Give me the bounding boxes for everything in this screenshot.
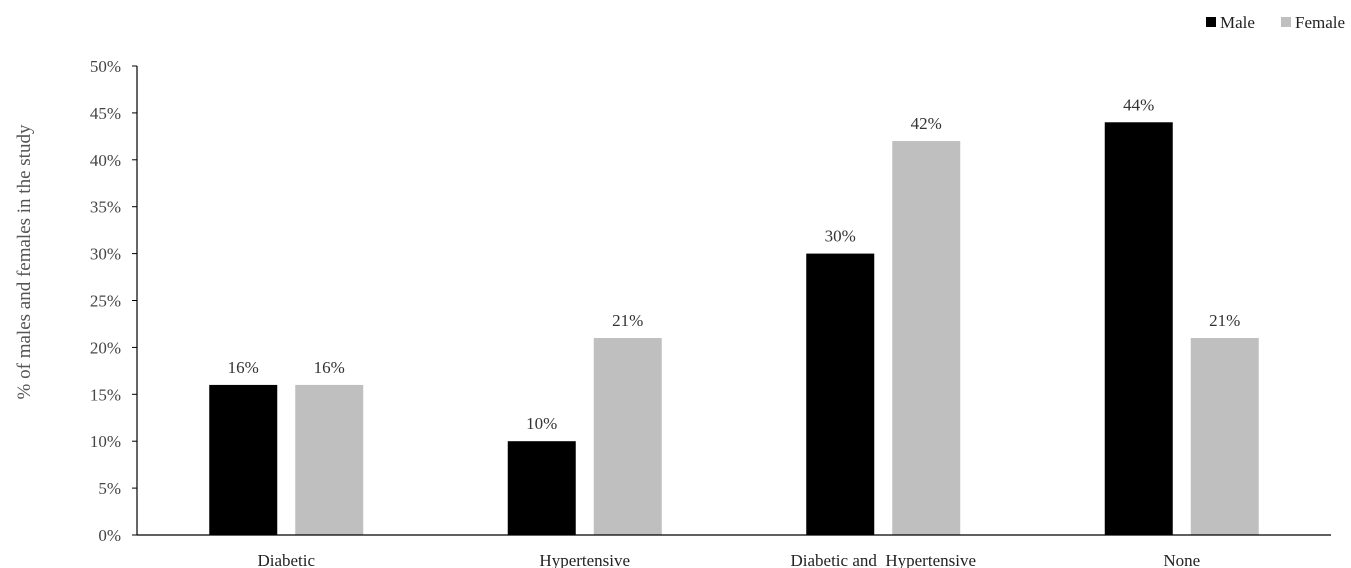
y-tick-label: 0%	[98, 526, 121, 545]
legend-label-female: Female	[1295, 13, 1345, 32]
data-label: 21%	[1209, 311, 1240, 330]
legend-swatch-male	[1206, 17, 1216, 27]
data-label: 16%	[314, 358, 345, 377]
x-category-label: Diabetic	[257, 551, 315, 568]
data-label: 42%	[911, 114, 942, 133]
x-category-label: Hypertensive	[539, 551, 630, 568]
bar-female	[593, 338, 662, 535]
data-label: 21%	[612, 311, 643, 330]
data-label: 44%	[1123, 95, 1154, 114]
bar-female	[1190, 338, 1259, 535]
bar-male	[806, 253, 875, 535]
bar-male	[507, 441, 576, 535]
y-tick-label: 20%	[90, 338, 121, 357]
bar-male	[209, 384, 278, 535]
data-label: 16%	[228, 358, 259, 377]
y-tick-label: 10%	[90, 432, 121, 451]
y-tick-label: 35%	[90, 198, 121, 217]
legend: Male Female	[1206, 13, 1345, 32]
y-axis-title: % of males and females in the study	[14, 124, 35, 399]
y-tick-label: 30%	[90, 245, 121, 264]
bar-female	[295, 384, 364, 535]
y-axis: 0% 5% 10% 15% 20% 25% 30% 35% 40% 45% 50%	[90, 57, 138, 545]
data-label: 30%	[825, 227, 856, 246]
y-tick-label: 40%	[90, 151, 121, 170]
y-tick-label: 5%	[98, 479, 121, 498]
bars: 16% 16% 10% 21% 30% 42% 44% 21%	[209, 95, 1259, 536]
x-axis: Diabetic Hypertensive Diabetic and Hyperte…	[137, 534, 1331, 568]
legend-label-male: Male	[1220, 13, 1255, 32]
legend-swatch-female	[1281, 17, 1291, 27]
x-category-label: Diabetic and Hypertensive	[790, 551, 976, 568]
data-label: 10%	[526, 414, 557, 433]
y-tick-label: 45%	[90, 104, 121, 123]
y-tick-label: 15%	[90, 385, 121, 404]
y-tick-label: 50%	[90, 57, 121, 76]
y-tick-label: 25%	[90, 292, 121, 311]
x-category-label: None	[1163, 551, 1200, 568]
bar-male	[1104, 122, 1173, 535]
bar-female	[892, 141, 961, 536]
